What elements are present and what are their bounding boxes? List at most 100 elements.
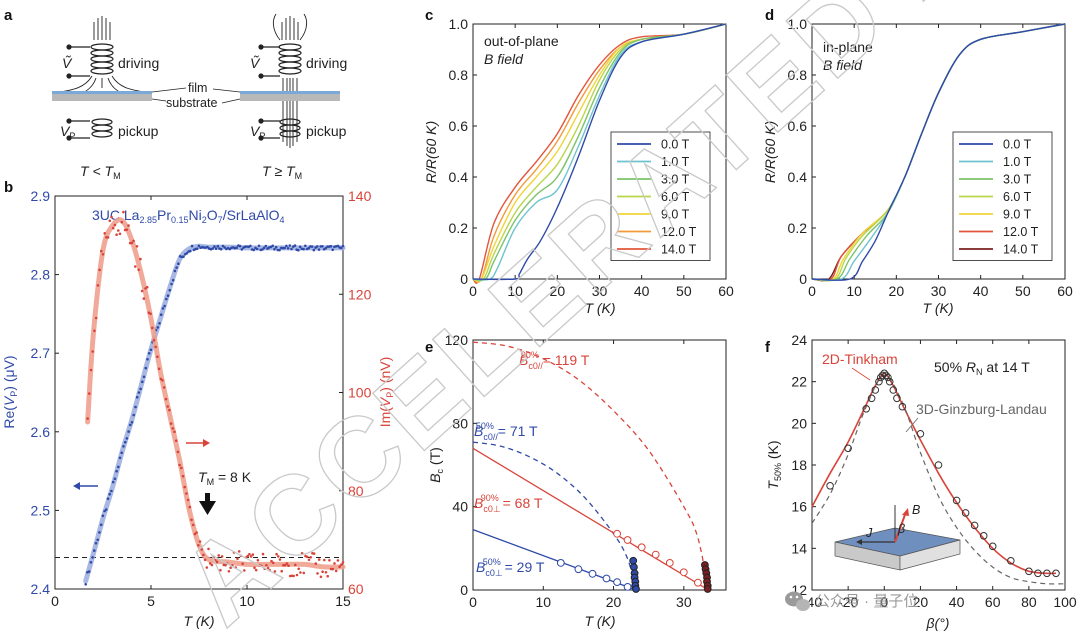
data-marker (884, 373, 892, 382)
data-point-right (287, 564, 290, 567)
annotation-e-1: Bc0//90% = 119 T (519, 350, 590, 371)
data-point-right (135, 245, 139, 248)
data-point-right (217, 554, 220, 557)
substrate-right (240, 94, 340, 101)
data-point-left (317, 248, 321, 251)
inset-angle-label: β (897, 522, 905, 536)
p1-xtick-label: 0 (469, 283, 477, 299)
data-point-left (307, 246, 311, 250)
data-point-left (94, 541, 98, 545)
data-point-right (231, 564, 234, 567)
b-ytick-label: 2.6 (31, 424, 51, 440)
data-point-left (173, 269, 177, 273)
data-point-right (275, 552, 278, 556)
data-point-left (130, 421, 134, 424)
pickup-voltage-left: VP (60, 123, 75, 141)
data-point-right (239, 554, 243, 558)
data-point-right (297, 567, 301, 571)
p1-xtick-label: 10 (507, 283, 523, 299)
b-ytick-label: 2.8 (31, 267, 51, 283)
title-f: 50% RN at 14 T (934, 359, 1030, 377)
data-point-right (254, 568, 258, 572)
data-point-right (191, 523, 195, 527)
p1-xtick-label: 50 (676, 283, 692, 299)
ylabel-f: T50% (K) (765, 440, 783, 489)
data-point-right (295, 573, 299, 577)
data-point-right (100, 249, 103, 253)
data-point-right (285, 562, 289, 565)
data-point-right (168, 408, 171, 412)
b-ytick-label: 2.7 (31, 345, 51, 361)
data-point-left (336, 244, 340, 248)
data-point-left (262, 246, 266, 250)
driving-label-right: driving (306, 55, 347, 71)
data-point-left (340, 246, 343, 250)
data-point-right (137, 268, 140, 272)
fit-band-left (83, 243, 346, 584)
data-point-right (208, 562, 212, 565)
data-marker (952, 496, 961, 505)
data-point-right (263, 567, 267, 570)
e-xtick-label: 30 (676, 594, 692, 610)
driving-coil-right (278, 43, 302, 75)
data-point-right (122, 210, 125, 214)
ylabel-d: R/R(60 K) (762, 121, 778, 183)
data-marker (970, 521, 979, 530)
data-point-left (89, 561, 93, 564)
data-point-left (120, 451, 123, 455)
pickup-coil-left (91, 118, 113, 138)
data-marker (979, 532, 988, 540)
data-point-right (193, 532, 197, 536)
data-marker (844, 444, 852, 453)
terminal-right-1 (258, 44, 264, 50)
data-point-left (235, 246, 238, 249)
data-point-left (127, 430, 130, 433)
data-point-left (149, 348, 153, 352)
e-ytick-label: 0 (460, 582, 468, 598)
condition-right: T ≥ TM (262, 163, 302, 181)
p2-ytick-label: 0.6 (788, 118, 808, 134)
data-point-right (323, 558, 326, 562)
data-marker (602, 574, 611, 583)
inset-current-label: J (865, 526, 873, 540)
legend-entry: 3.0 T (661, 173, 690, 187)
data-point-left (137, 391, 141, 394)
data-point-left (310, 245, 314, 248)
data-point-right (312, 552, 316, 555)
substrate-left (52, 94, 152, 101)
data-point-right (214, 558, 217, 562)
data-point-left (255, 247, 259, 251)
data-point-right (237, 550, 241, 553)
data-point-right (283, 563, 287, 567)
film-left (52, 91, 152, 94)
tinkham-curve (811, 372, 1057, 575)
data-point-right (161, 379, 164, 382)
legend-entry: 0.0 T (1003, 138, 1032, 152)
data-point-right (260, 564, 263, 568)
data-point-left (221, 244, 225, 248)
data-point-left (106, 497, 110, 501)
data-point-right (324, 571, 328, 574)
data-point-right (225, 562, 229, 565)
data-point-left (341, 244, 345, 248)
ylabel-c: R/R(60 K) (423, 121, 439, 183)
title-b: 3UC La2.85Pr0.15Ni2O7/SrLaAlO4 (92, 207, 285, 225)
data-point-right (96, 284, 100, 287)
f-xtick-label: -20 (838, 594, 858, 610)
data-point-left (103, 509, 106, 513)
data-point-right (174, 439, 178, 443)
data-point-right (316, 572, 319, 575)
data-point-right (326, 574, 330, 578)
title-d-line1: in-plane (823, 39, 873, 55)
data-marker (898, 402, 907, 411)
data-marker (916, 430, 925, 438)
b-ytick-label: 2.4 (31, 581, 51, 597)
tm-annotation: TM = 8 K (198, 469, 252, 487)
p1-xtick-label: 20 (550, 283, 566, 299)
data-point-right (154, 345, 157, 349)
drive-voltage-left: Ṽ (62, 55, 73, 71)
legend-entry: 9.0 T (1003, 208, 1032, 222)
terminal-right-4 (258, 135, 264, 141)
data-marker (934, 461, 943, 469)
data-point-right (198, 540, 202, 543)
